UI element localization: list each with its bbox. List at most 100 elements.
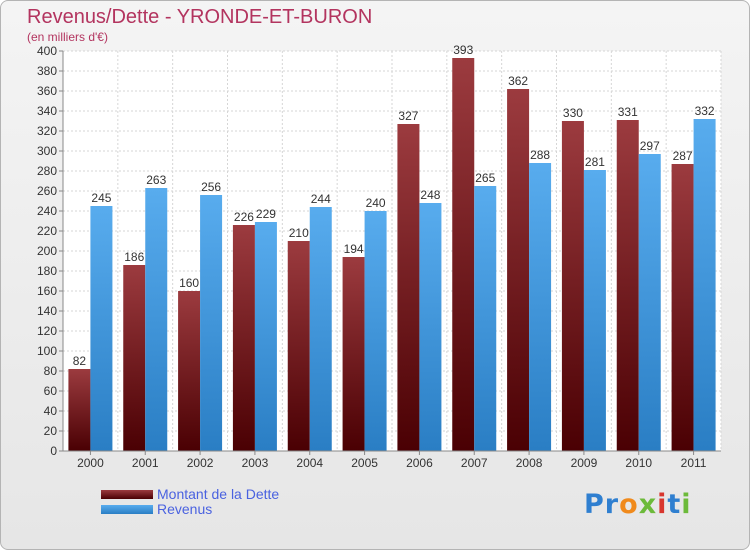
- bar-revenus: [364, 211, 387, 451]
- bar-revenus: [583, 170, 606, 451]
- proxiti-logo: Proxiti: [584, 489, 692, 520]
- logo-letter: o: [619, 489, 639, 520]
- bar-debt: [342, 257, 365, 451]
- bar-debt: [671, 164, 694, 451]
- bar-debt: [397, 124, 420, 451]
- logo-letter: r: [604, 489, 620, 520]
- logo-letter: i: [681, 489, 692, 520]
- bar-revenus: [309, 207, 332, 451]
- bar-revenus: [693, 119, 716, 451]
- bar-revenus: [254, 222, 277, 451]
- bar-debt: [68, 369, 91, 451]
- y-tick-label: 20: [44, 424, 58, 438]
- data-label: 362: [508, 74, 528, 88]
- data-label: 210: [289, 226, 309, 240]
- data-label: 297: [640, 139, 660, 153]
- axis-layer: 0 20 40 60 80 100 120 140 160 180 200 220 240 260 280 3…: [37, 44, 721, 470]
- logo-letter: t: [667, 489, 682, 520]
- labels-layer: 82 186 160 226 210 194 327 393 362 330 331 287 245 26…: [73, 43, 715, 368]
- y-tick-label: 80: [44, 364, 58, 378]
- data-label: 288: [530, 148, 550, 162]
- x-tick-label: 2005: [351, 456, 378, 470]
- data-label: 332: [695, 104, 715, 118]
- logo-letter: x: [638, 489, 658, 520]
- logo-letter: P: [584, 489, 605, 520]
- x-tick-label: 2002: [187, 456, 214, 470]
- x-tick-label: 2001: [132, 456, 159, 470]
- y-tick-label: 380: [37, 64, 57, 78]
- data-label: 327: [398, 109, 418, 123]
- x-tick-label: 2011: [681, 456, 707, 470]
- x-tick-label: 2008: [516, 456, 543, 470]
- bar-debt: [452, 58, 475, 451]
- x-tick-label: 2010: [625, 456, 652, 470]
- legend-swatch-debt: [101, 490, 153, 499]
- data-label: 281: [585, 155, 605, 169]
- data-label: 331: [618, 105, 638, 119]
- data-label: 160: [179, 276, 199, 290]
- grid-layer: [62, 50, 722, 452]
- bar-revenus: [419, 203, 442, 451]
- bar-debt: [616, 120, 639, 451]
- y-tick-label: 240: [37, 204, 57, 218]
- y-tick-label: 400: [37, 44, 57, 58]
- y-tick-label: 320: [37, 124, 57, 138]
- bar-revenus: [638, 154, 661, 451]
- y-tick-label: 180: [37, 264, 57, 278]
- x-tick-label: 2009: [571, 456, 598, 470]
- data-label: 287: [673, 149, 693, 163]
- x-tick-label: 2000: [77, 456, 104, 470]
- data-label: 82: [73, 354, 87, 368]
- data-label: 248: [420, 188, 440, 202]
- bar-revenus: [145, 188, 168, 451]
- logo-letter: i: [657, 489, 668, 520]
- y-tick-label: 160: [37, 284, 57, 298]
- y-tick-label: 40: [44, 404, 58, 418]
- bar-revenus: [529, 163, 552, 451]
- y-tick-label: 200: [37, 244, 57, 258]
- data-label: 393: [453, 43, 473, 57]
- bar-revenus: [200, 195, 223, 451]
- data-label: 263: [146, 173, 166, 187]
- bar-revenus: [90, 206, 113, 451]
- bar-debt: [561, 121, 584, 451]
- chart-title: Revenus/Dette - YRONDE-ET-BURON: [27, 6, 373, 28]
- legend-label-revenus: Revenus: [157, 501, 213, 517]
- y-tick-label: 340: [37, 104, 57, 118]
- y-tick-label: 300: [37, 144, 57, 158]
- data-label: 194: [344, 242, 364, 256]
- y-tick-label: 60: [44, 384, 58, 398]
- y-tick-label: 140: [37, 304, 57, 318]
- y-tick-label: 120: [37, 324, 57, 338]
- data-label: 186: [124, 250, 144, 264]
- bars-layer: [68, 58, 716, 451]
- bar-debt: [123, 265, 146, 451]
- y-tick-label: 0: [50, 444, 57, 458]
- chart-subtitle: (en milliers d'€): [27, 30, 108, 44]
- legend-label-debt: Montant de la Dette: [157, 486, 280, 502]
- bar-debt: [178, 291, 201, 451]
- y-tick-label: 360: [37, 84, 57, 98]
- data-label: 229: [256, 207, 276, 221]
- x-tick-label: 2006: [406, 456, 433, 470]
- legend-swatch-revenus: [101, 505, 153, 514]
- x-tick-label: 2004: [296, 456, 323, 470]
- data-label: 265: [475, 171, 495, 185]
- bar-debt: [507, 89, 530, 451]
- bar-debt: [232, 225, 255, 451]
- y-tick-label: 220: [37, 224, 57, 238]
- y-tick-label: 280: [37, 164, 57, 178]
- bar-revenus: [474, 186, 497, 451]
- bar-debt: [287, 241, 310, 451]
- x-tick-label: 2003: [242, 456, 269, 470]
- data-label: 226: [234, 210, 254, 224]
- data-label: 330: [563, 106, 583, 120]
- data-label: 244: [311, 192, 331, 206]
- x-tick-label: 2007: [461, 456, 488, 470]
- data-label: 256: [201, 180, 221, 194]
- data-label: 245: [91, 191, 111, 205]
- data-label: 240: [366, 196, 386, 210]
- y-tick-label: 100: [37, 344, 57, 358]
